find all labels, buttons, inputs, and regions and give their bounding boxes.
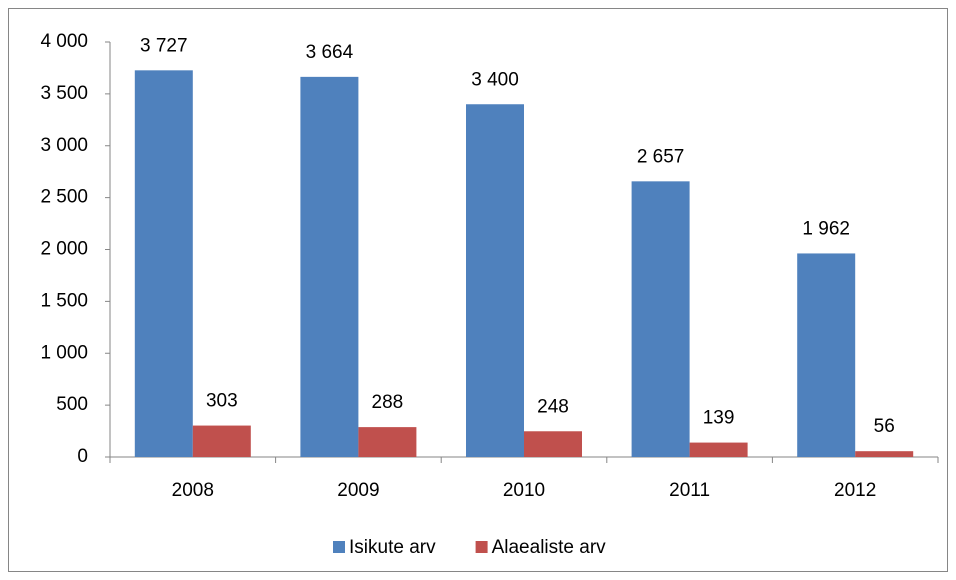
y-tick-label: 0 [77, 446, 88, 467]
data-label: 3 727 [140, 35, 188, 56]
bar [855, 451, 914, 457]
x-tick-label: 2011 [669, 480, 710, 501]
bar [797, 253, 856, 457]
x-tick-label: 2009 [337, 480, 379, 501]
y-tick-label: 2 000 [40, 239, 88, 260]
y-tick-label: 500 [56, 394, 88, 415]
legend-swatch [333, 541, 345, 553]
data-label: 2 657 [637, 146, 685, 167]
bar [192, 425, 251, 457]
x-tick-label: 2010 [503, 480, 545, 501]
data-label: 303 [206, 391, 238, 412]
data-label: 248 [537, 396, 569, 417]
y-tick-label: 3 500 [40, 83, 88, 104]
y-tick-label: 4 000 [40, 31, 88, 52]
bar [358, 427, 417, 457]
data-label: 56 [874, 416, 895, 437]
bar [300, 76, 359, 458]
x-tick-label: 2008 [172, 480, 214, 501]
legend-swatch [475, 541, 488, 553]
y-tick-label: 3 000 [40, 135, 88, 156]
data-label: 139 [703, 408, 735, 429]
bar [134, 70, 193, 457]
data-label: 3 400 [471, 69, 519, 90]
data-label: 3 664 [306, 42, 354, 63]
bar [466, 104, 524, 457]
y-tick-label: 1 500 [40, 290, 88, 311]
y-tick-label: 1 000 [40, 342, 88, 363]
y-tick-label: 2 500 [40, 187, 88, 208]
bar [524, 431, 582, 457]
legend-label: Isikute arv [349, 537, 436, 558]
bar [689, 442, 748, 457]
data-label: 288 [372, 392, 404, 413]
bar [631, 181, 690, 457]
x-tick-label: 2012 [834, 480, 876, 501]
legend-label: Alaealiste arv [492, 537, 607, 558]
data-label: 1 962 [802, 218, 850, 239]
